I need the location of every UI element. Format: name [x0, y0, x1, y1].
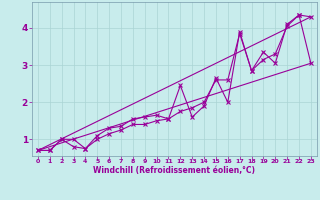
- X-axis label: Windchill (Refroidissement éolien,°C): Windchill (Refroidissement éolien,°C): [93, 166, 255, 175]
